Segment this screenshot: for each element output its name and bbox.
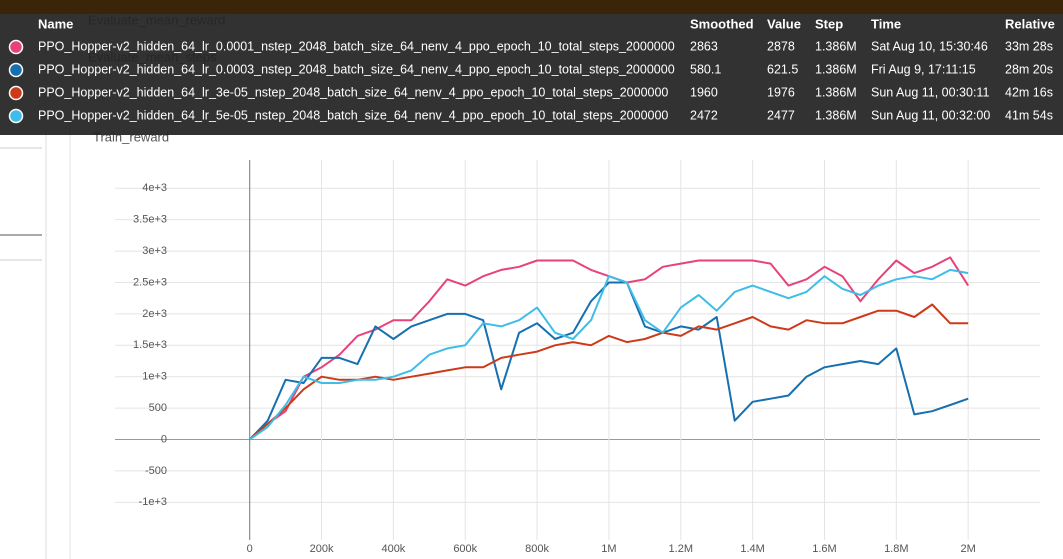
y-tick-label: 3.5e+3 [133,214,167,226]
tooltip-cell: 33m 28s [1005,39,1053,53]
y-tick-label: 1e+3 [142,371,167,383]
top-bar [0,0,1063,14]
series-line [249,303,969,441]
y-tick-label: 3e+3 [142,245,167,257]
tooltip-cell: Sun Aug 11, 00:30:11 [871,85,989,99]
legend-label: PPO_Hopper-v2_hidden_64_lr_5e-05_nstep_2… [38,108,668,122]
tooltip-cell: 2863 [690,39,718,53]
y-tick-label: 2e+3 [142,308,167,320]
y-tick-label: 2.5e+3 [133,276,167,288]
x-tick-label: 1.4M [740,543,764,555]
tooltip-cell: Fri Aug 9, 17:11:15 [871,62,976,76]
legend-swatch [8,108,24,124]
tooltip-cell: 580.1 [690,62,721,76]
x-tick-label: 2M [961,543,976,555]
x-tick-label: 1.2M [669,543,693,555]
tooltip-header: Relative [1005,16,1055,31]
tooltip-header: Value [767,16,801,31]
tooltip-bg [0,14,1063,135]
y-tick-label: 500 [149,402,167,414]
tooltip-cell: 1.386M [815,85,857,99]
tooltip-cell: Sat Aug 10, 15:30:46 [871,39,988,53]
legend-swatch [8,39,24,55]
x-tick-label: 1.6M [812,543,836,555]
y-tick-label: -500 [145,465,167,477]
tooltip-cell: 2472 [690,108,718,122]
tooltip-cell: 621.5 [767,62,798,76]
tooltip-header: Time [871,16,901,31]
legend-swatch [8,85,24,101]
tooltip-cell: 28m 20s [1005,62,1053,76]
x-tick-label: 400k [381,543,405,555]
series-line [248,281,969,441]
y-tick-label: 4e+3 [142,182,167,194]
y-tick-label: 1.5e+3 [133,339,167,351]
legend-swatch [8,62,24,78]
tooltip-cell: 1.386M [815,39,857,53]
legend-label: PPO_Hopper-v2_hidden_64_lr_3e-05_nstep_2… [38,85,668,99]
tooltip-cell: 1.386M [815,62,857,76]
y-tick-label: 0 [161,433,167,445]
x-tick-label: 0 [247,543,253,555]
legend-label: PPO_Hopper-v2_hidden_64_lr_0.0003_nstep_… [38,62,675,76]
tooltip-cell: 1.386M [815,108,857,122]
legend-label: PPO_Hopper-v2_hidden_64_lr_0.0001_nstep_… [38,39,675,53]
tooltip-cell: 1960 [690,85,718,99]
series-line [249,268,969,441]
y-tick-label: -1e+3 [139,496,167,508]
x-tick-label: 800k [525,543,549,555]
x-tick-label: 200k [310,543,334,555]
tooltip-cell: 2477 [767,108,795,122]
tooltip-cell: 1976 [767,85,795,99]
tooltip-header: Smoothed [690,16,754,31]
tooltip-cell: Sun Aug 11, 00:32:00 [871,108,990,122]
tooltip-header: Step [815,16,843,31]
tooltip-header: Name [38,16,73,31]
tooltip-cell: 41m 54s [1005,108,1053,122]
x-tick-label: 1M [601,543,616,555]
tooltip-cell: 42m 16s [1005,85,1053,99]
tooltip-cell: 2878 [767,39,795,53]
x-tick-label: 1.8M [884,543,908,555]
x-tick-label: 600k [453,543,477,555]
